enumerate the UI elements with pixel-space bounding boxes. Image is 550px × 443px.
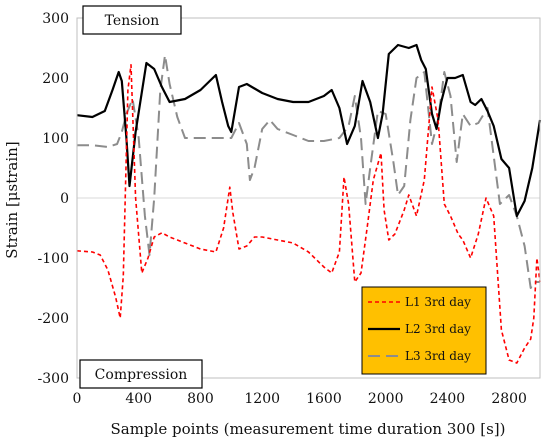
compression-annotation: Compression <box>79 359 203 389</box>
x-tick-label: 0 <box>73 391 82 407</box>
tension-label: Tension <box>105 13 160 29</box>
legend-label: L2 3rd day <box>405 322 471 336</box>
y-tick-label: 0 <box>60 191 69 207</box>
series-line-l2-3rd-day <box>76 43 542 218</box>
y-tick-label: 300 <box>42 11 69 27</box>
x-tick-label: 1200 <box>244 391 280 407</box>
x-tick-label: 1600 <box>306 391 342 407</box>
y-axis-title: Strain [μstrain] <box>3 141 21 258</box>
tension-box <box>82 5 182 35</box>
x-tick-label: 2000 <box>368 391 404 407</box>
compression-label: Compression <box>95 367 188 383</box>
x-tick-label: 800 <box>187 391 214 407</box>
plot-frame <box>76 17 541 379</box>
y-tick-label: 200 <box>42 71 69 87</box>
y-tick-label: -300 <box>38 371 69 387</box>
x-tick-label: 2400 <box>430 391 466 407</box>
y-tick-label: -100 <box>38 251 69 267</box>
compression-box <box>79 359 203 389</box>
series-line-l1-3rd-day <box>76 64 541 364</box>
x-tick-label: 400 <box>125 391 152 407</box>
legend-label: L3 3rd day <box>405 349 471 363</box>
series-layer <box>76 43 542 364</box>
x-tick-label: 2800 <box>491 391 527 407</box>
x-tick-labels: 0 400 800 1200 1600 2000 2400 2800 <box>73 391 527 407</box>
legend: L1 3rd day L2 3rd day L3 3rd day <box>361 286 487 375</box>
tension-annotation: Tension <box>82 5 182 35</box>
x-axis-title: Sample points (measurement time duration… <box>111 420 506 438</box>
legend-label: L1 3rd day <box>405 295 471 309</box>
y-tick-label: 100 <box>42 131 69 147</box>
y-tick-labels: -300 -200 -100 0 100 200 300 <box>38 11 69 387</box>
legend-items: L1 3rd day L2 3rd day L3 3rd day <box>368 295 471 363</box>
y-tick-label: -200 <box>38 311 69 327</box>
